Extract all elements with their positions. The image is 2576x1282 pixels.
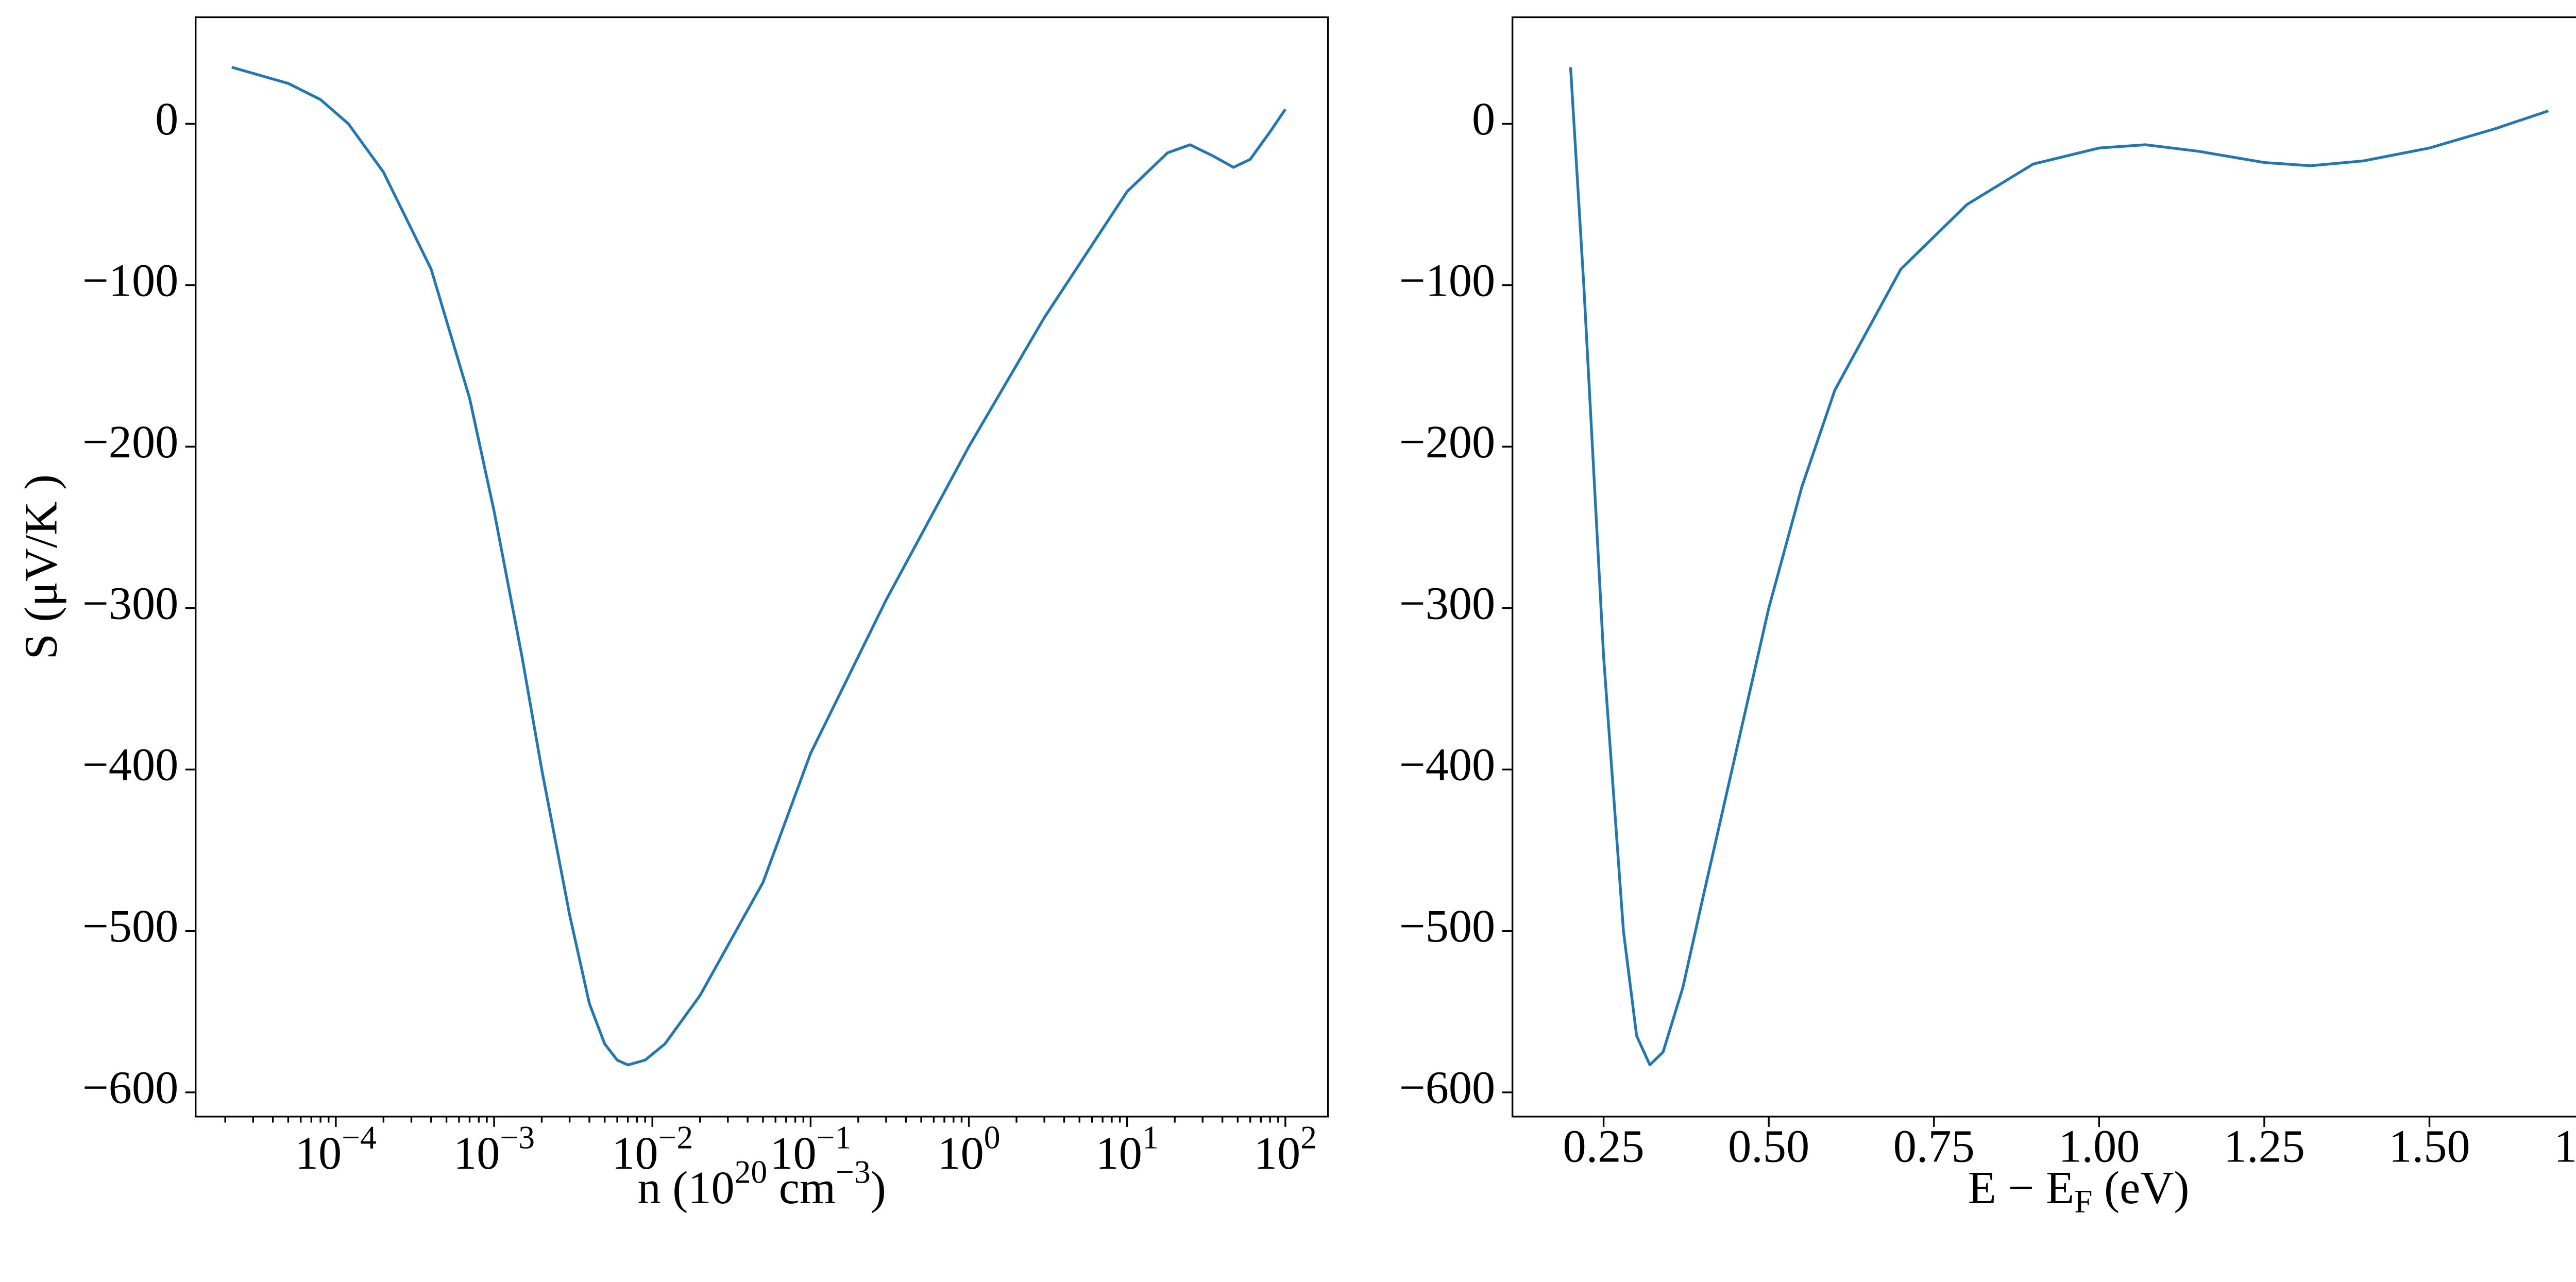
x-axis-label: n (1020 cm−3) (638, 1153, 886, 1213)
tick-base: 10 (1254, 1127, 1300, 1179)
x-tick-label: 10−1 (770, 1119, 851, 1179)
tick-base: 10 (938, 1127, 984, 1179)
y-tick-label: −500 (1399, 900, 1495, 952)
x-axis-label-part: −3 (836, 1153, 871, 1190)
data-line (231, 66, 1287, 1067)
x-axis-label-part: F (2074, 1183, 2092, 1219)
x-tick-label: 1.25 (2224, 1120, 2305, 1172)
y-tick-label: −100 (82, 254, 178, 306)
x-tick-label: 1.50 (2389, 1120, 2470, 1172)
tick-base: 10 (770, 1127, 816, 1179)
x-tick-label: 0.25 (1563, 1120, 1645, 1172)
y-tick-label: −100 (1399, 254, 1495, 306)
data-line (1569, 67, 2549, 1067)
x-tick-label: 10−4 (295, 1119, 377, 1179)
x-tick-label: 0.75 (1893, 1120, 1975, 1172)
y-tick-label: 0 (1472, 93, 1495, 145)
x-tick-label: 102 (1254, 1119, 1317, 1179)
x-tick-label: 10−3 (453, 1119, 535, 1179)
y-tick-label: −500 (82, 900, 178, 952)
x-axis-label: E − EF (eV) (1968, 1162, 2190, 1219)
tick-exponent: −2 (658, 1119, 693, 1155)
x-axis-label-part: 20 (735, 1153, 768, 1190)
plot-frame (195, 16, 1329, 1118)
x-tick-label: 101 (1096, 1119, 1159, 1179)
tick-base: 10 (1096, 1127, 1142, 1179)
y-tick-label: −300 (1399, 577, 1495, 629)
y-tick-label: −400 (1399, 739, 1495, 791)
tick-base: 10 (453, 1127, 500, 1179)
tick-base: 10 (295, 1127, 342, 1179)
tick-exponent: 0 (984, 1119, 1001, 1155)
tick-exponent: −3 (500, 1119, 535, 1155)
x-tick-label: 100 (938, 1119, 1001, 1179)
x-axis-label-part: (eV) (2092, 1162, 2189, 1213)
y-tick-label: −400 (82, 739, 178, 791)
x-tick-label: 1.00 (2058, 1120, 2140, 1172)
x-axis-label-part: ) (871, 1162, 886, 1213)
y-tick-label: −600 (1399, 1062, 1495, 1114)
x-axis-label-part: cm (767, 1162, 836, 1213)
y-axis-label: S (μV/K ) (15, 474, 66, 660)
x-axis-label-part: E − E (1968, 1162, 2074, 1213)
y-tick-label: −200 (82, 416, 178, 468)
y-tick-label: −200 (1399, 416, 1495, 468)
x-tick-label: 1.75 (2554, 1120, 2576, 1172)
x-axis-label-part: n (10 (638, 1162, 735, 1213)
x-tick-label: 10−2 (612, 1119, 693, 1179)
y-tick-label: −600 (82, 1062, 178, 1114)
tick-exponent: 2 (1300, 1119, 1317, 1155)
tick-base: 10 (612, 1127, 658, 1179)
y-tick-label: −300 (82, 577, 178, 629)
tick-exponent: 1 (1142, 1119, 1159, 1155)
tick-exponent: −1 (817, 1119, 852, 1155)
tick-exponent: −4 (342, 1119, 377, 1155)
y-tick-label: 0 (155, 93, 178, 145)
x-tick-label: 0.50 (1728, 1120, 1809, 1172)
plot-frame (1511, 16, 2576, 1118)
